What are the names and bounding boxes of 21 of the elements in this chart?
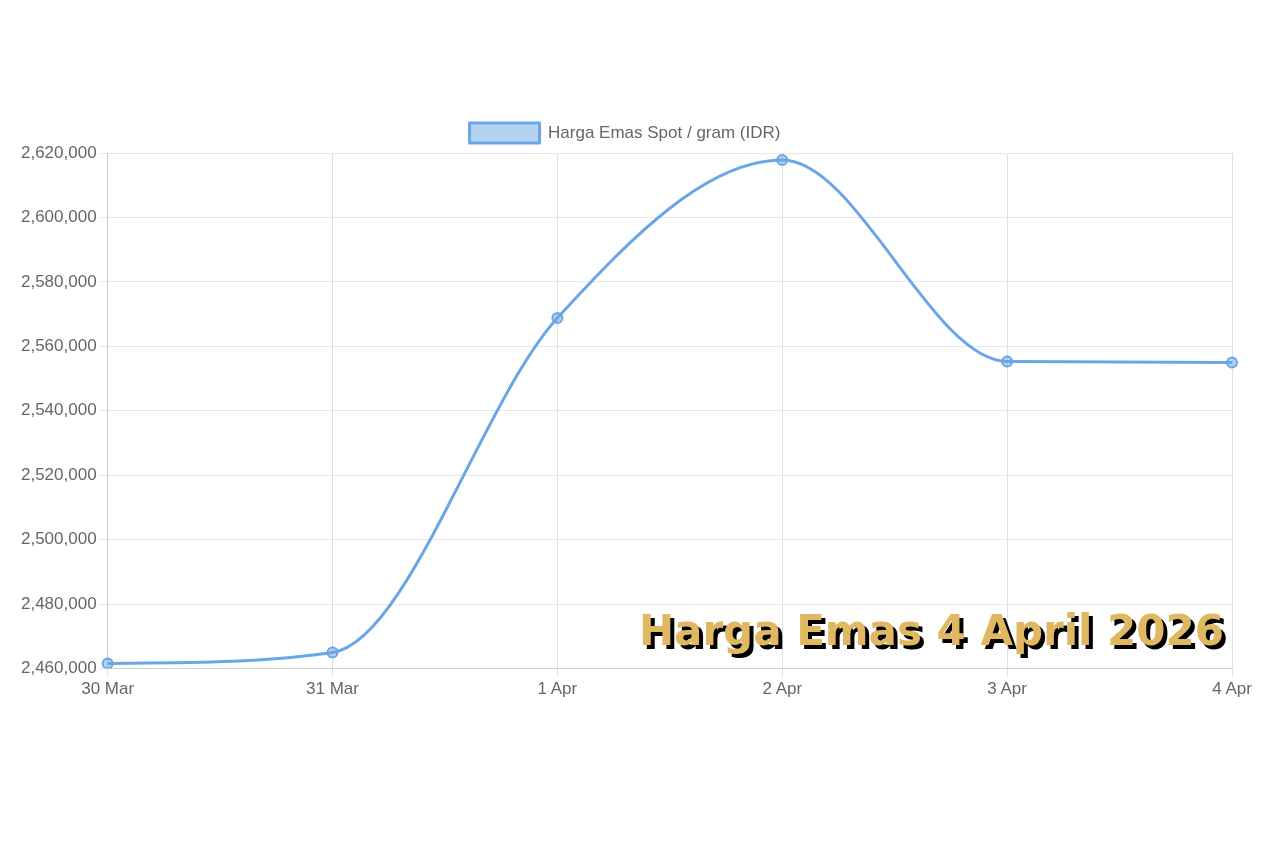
x-tick-label: 2 Apr: [762, 679, 803, 699]
x-tick-label: 4 Apr: [1212, 679, 1253, 699]
x-tick-label: 31 Mar: [306, 679, 360, 699]
point: [1001, 355, 1014, 368]
legend-label: Harga Emas Spot / gram (IDR): [548, 122, 781, 142]
y-tick-label: 2,540,000: [20, 400, 97, 420]
y-tick-label: 2,620,000: [20, 142, 97, 162]
y-tick-label: 2,560,000: [20, 336, 97, 356]
point: [326, 646, 339, 659]
y-tick-label: 2,500,000: [20, 529, 97, 549]
y-tick-label: 2,480,000: [20, 593, 97, 613]
point: [551, 311, 564, 324]
x-tick-label: 30 Mar: [81, 679, 135, 699]
point: [776, 154, 789, 167]
y-tick-label: 2,520,000: [20, 464, 97, 484]
y-tick-label: 2,460,000: [20, 658, 97, 678]
x-tick-label: 1 Apr: [537, 679, 578, 699]
x-tick-label: 3 Apr: [987, 679, 1028, 699]
y-tick-label: 2,600,000: [20, 207, 97, 227]
point: [1226, 356, 1238, 369]
y-tick-label: 2,580,000: [20, 271, 97, 291]
